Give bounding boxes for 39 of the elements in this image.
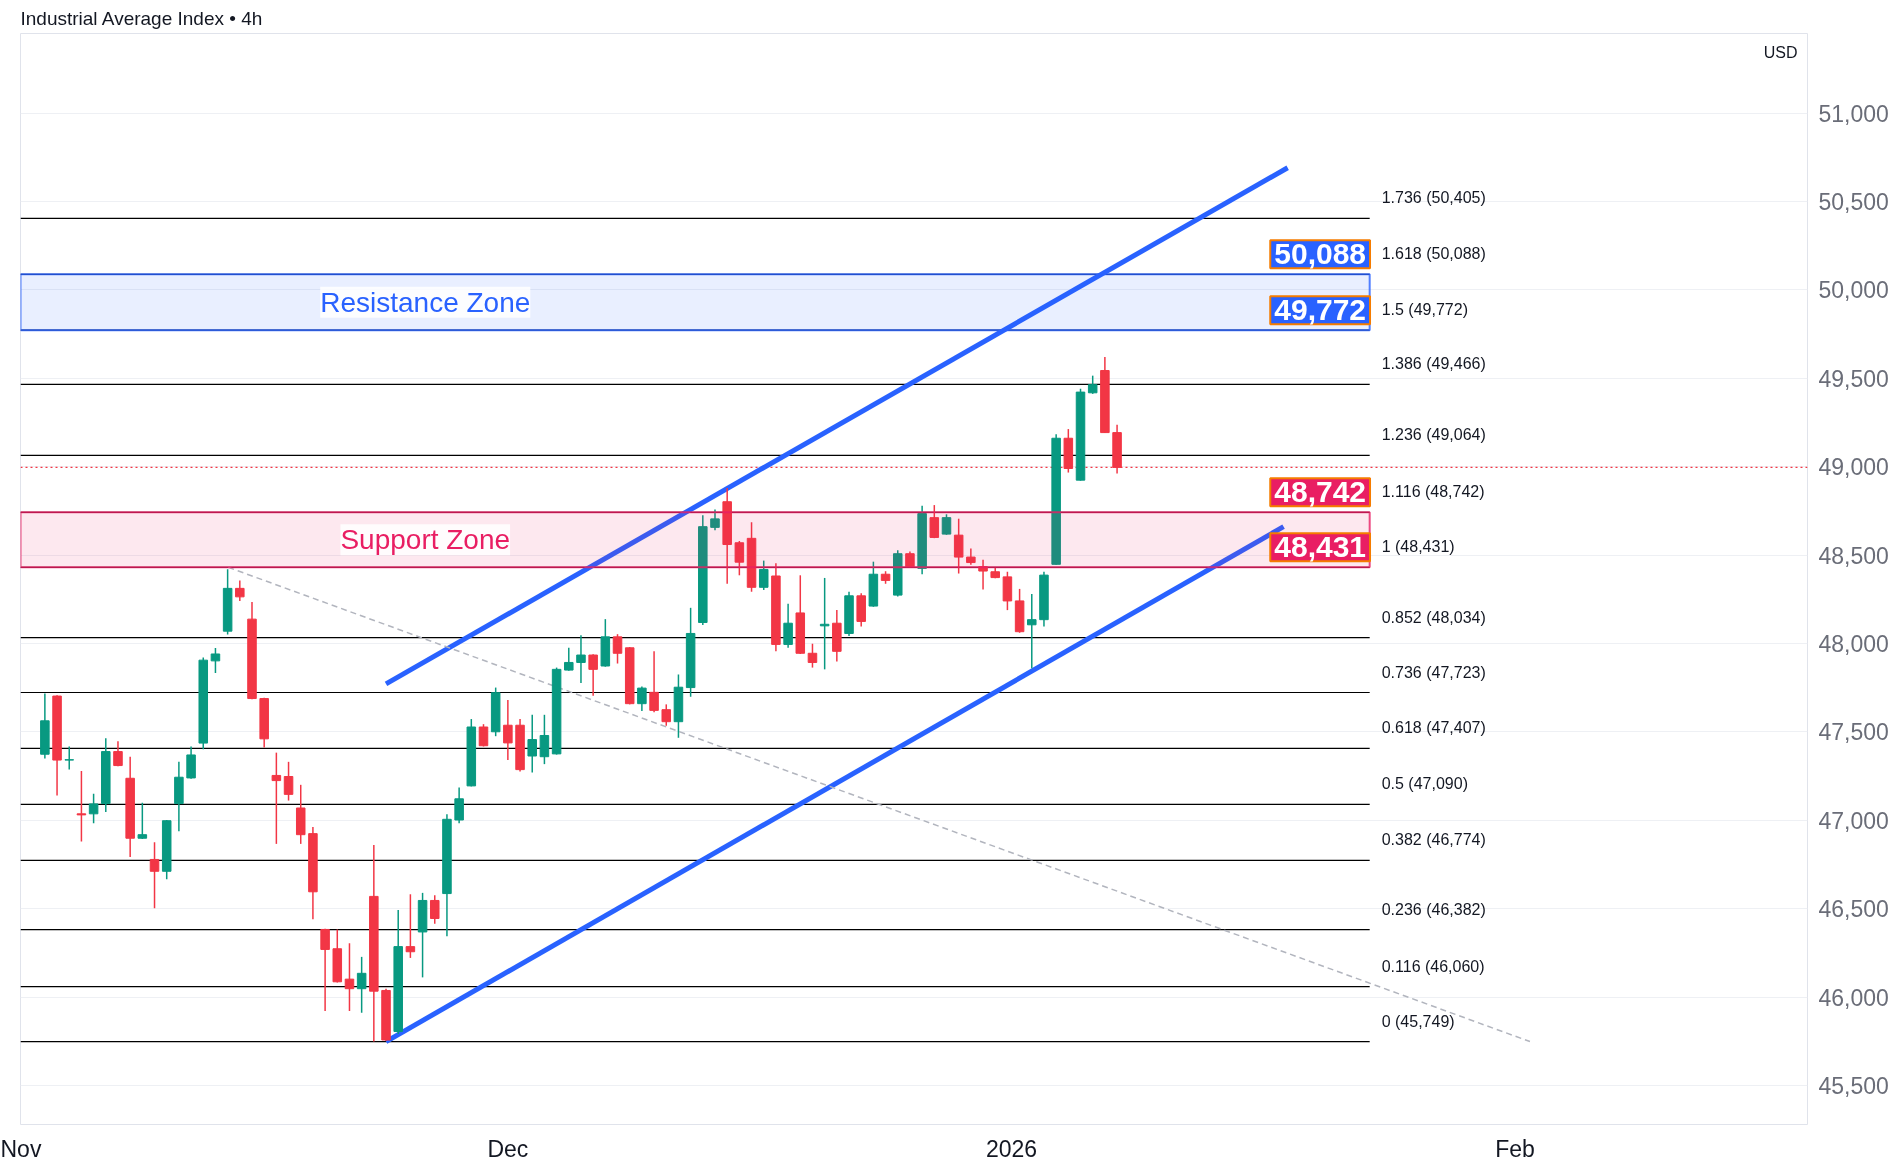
x-tick-label: Dec xyxy=(487,1135,529,1162)
annotation: 50,088 xyxy=(1274,237,1367,271)
ref-line-label: 0.736 (47,723) xyxy=(1381,663,1486,681)
ref-line-label: 1.618 (50,088) xyxy=(1381,245,1486,263)
y-tick-label: 47,500 xyxy=(1818,719,1889,746)
ref-line-label: 1.5 (49,772) xyxy=(1381,301,1468,319)
ref-line-label: 1.386 (49,466) xyxy=(1381,355,1486,373)
ref-line-label: 0.852 (48,034) xyxy=(1381,608,1486,626)
band-label: Resistance Zone xyxy=(320,286,531,318)
y-tick-label: 46,500 xyxy=(1818,896,1889,923)
x-tick-label: 2026 xyxy=(985,1135,1038,1162)
y-tick-label: 45,500 xyxy=(1818,1073,1889,1100)
y-tick-label: 48,000 xyxy=(1818,631,1889,658)
y-tick-label: 50,000 xyxy=(1818,277,1889,304)
y-tick-label: 49,000 xyxy=(1818,454,1889,481)
chart-title: Industrial Average Index • 4h xyxy=(20,7,263,29)
x-tick-label: Nov xyxy=(0,1135,42,1162)
annotation: 48,431 xyxy=(1274,530,1367,564)
ref-line-label: 0.618 (47,407) xyxy=(1381,719,1486,737)
ref-line-label: 1 (48,431) xyxy=(1381,538,1455,556)
ref-line-label: 1.116 (48,742) xyxy=(1381,483,1485,501)
y-tick-label: 49,500 xyxy=(1818,365,1889,392)
ref-line-label: 1.236 (49,064) xyxy=(1381,426,1486,444)
ref-line-label: 0.236 (46,382) xyxy=(1381,900,1486,918)
ref-line-label: 0.5 (47,090) xyxy=(1381,775,1468,793)
band-label: Support Zone xyxy=(340,524,511,556)
y-tick-label: 51,000 xyxy=(1818,100,1889,127)
x-tick-label: Feb xyxy=(1495,1135,1535,1162)
annotation: 48,742 xyxy=(1274,475,1367,509)
ref-line-label: 0.116 (46,060) xyxy=(1381,957,1485,975)
annotation: USD xyxy=(1763,43,1798,61)
y-tick-label: 47,000 xyxy=(1818,807,1889,834)
ref-line-label: 1.736 (50,405) xyxy=(1381,189,1486,207)
y-tick-label: 46,000 xyxy=(1818,984,1889,1011)
annotation: 49,772 xyxy=(1274,293,1367,327)
ref-line-label: 0.382 (46,774) xyxy=(1381,831,1486,849)
y-tick-label: 50,500 xyxy=(1818,188,1889,215)
ref-line-label: 0 (45,749) xyxy=(1381,1012,1455,1030)
y-tick-label: 48,500 xyxy=(1818,542,1889,569)
